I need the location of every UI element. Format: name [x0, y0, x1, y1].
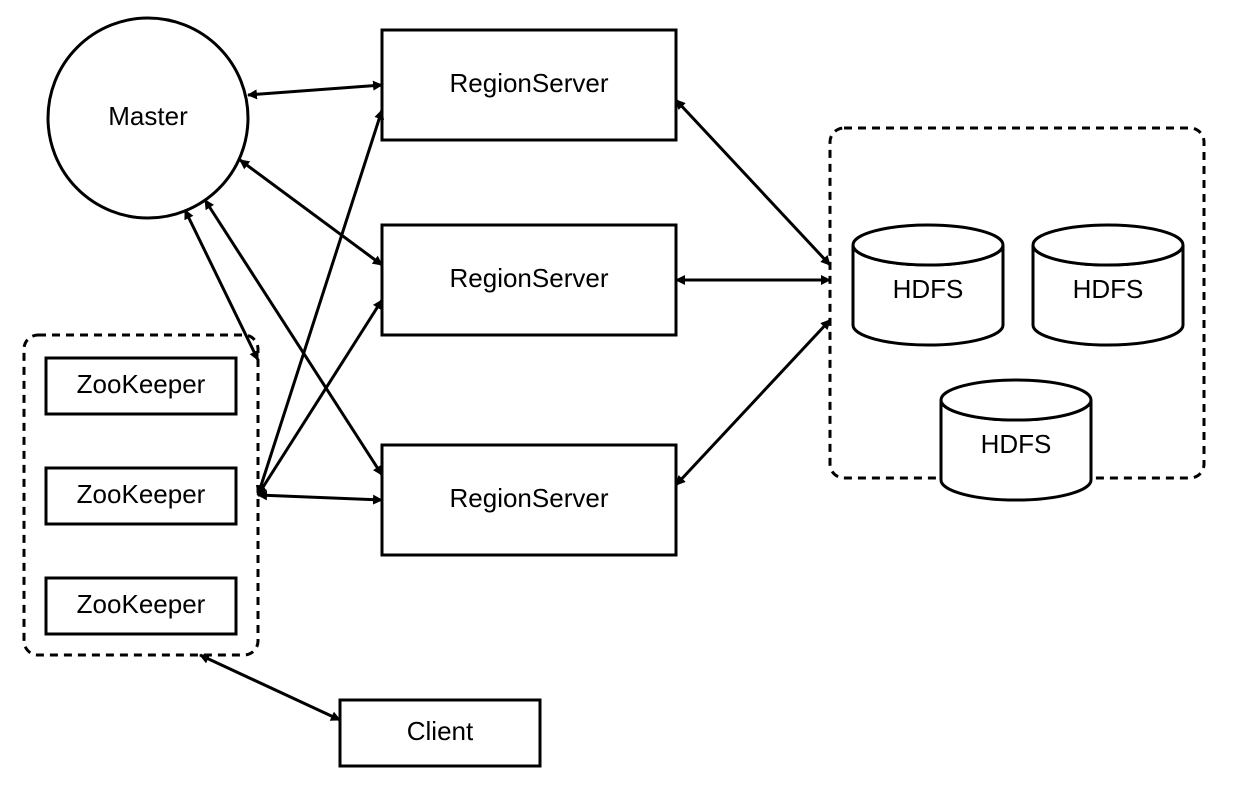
region-server-2-label: RegionServer	[450, 483, 609, 513]
edge-zk-right-rs2-left	[258, 495, 382, 500]
hdfs-cylinder-0-label: HDFS	[893, 274, 964, 304]
zookeeper-0-label: ZooKeeper	[77, 369, 206, 399]
zookeeper-2-label: ZooKeeper	[77, 589, 206, 619]
edge-rs0-right-hdfs-left	[676, 100, 830, 265]
hdfs-cylinder-0-top	[853, 225, 1003, 265]
hdfs-cylinder-1-label: HDFS	[1073, 274, 1144, 304]
zookeeper-1-label: ZooKeeper	[77, 479, 206, 509]
region-server-0-label: RegionServer	[450, 68, 609, 98]
region-server-1-label: RegionServer	[450, 263, 609, 293]
edge-master-right-rs0-left	[248, 85, 382, 95]
client-label: Client	[407, 716, 474, 746]
master-label: Master	[108, 101, 188, 131]
hdfs-cylinder-2-label: HDFS	[981, 429, 1052, 459]
edge-zk-right-rs1-left	[258, 300, 382, 495]
edge-zk-bottom-client-left	[200, 655, 340, 720]
edge-rs2-right-hdfs-left	[676, 320, 830, 485]
hdfs-cylinder-2-top	[941, 380, 1091, 420]
edge-zk-right-rs0-left	[258, 110, 382, 495]
hdfs-cylinder-1-top	[1033, 225, 1183, 265]
